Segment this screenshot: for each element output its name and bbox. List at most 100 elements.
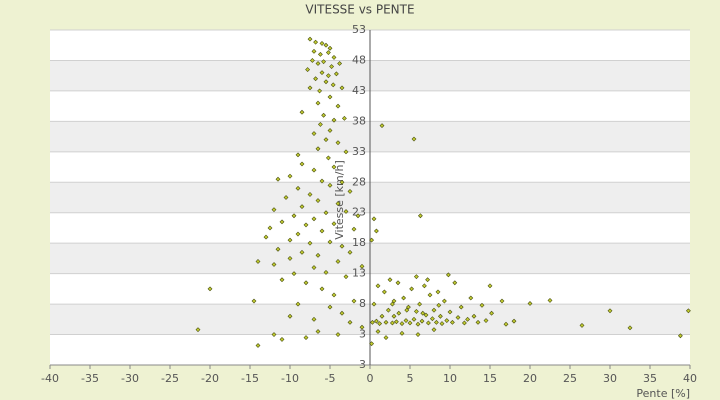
scatter-point (427, 292, 433, 298)
scatter-point (287, 173, 293, 179)
scatter-point (483, 318, 489, 323)
scatter-point (307, 85, 313, 91)
scatter-point (409, 286, 415, 292)
scatter-point (347, 319, 353, 325)
scatter-point (391, 298, 397, 304)
scatter-point (377, 321, 383, 327)
scatter-point (461, 320, 467, 326)
scatter-point (511, 318, 517, 324)
scatter-point (275, 176, 281, 182)
scatter-point (383, 335, 389, 341)
scatter-point (355, 213, 361, 219)
scatter-point (251, 298, 257, 304)
scatter-point (317, 88, 323, 94)
scatter-point (429, 316, 435, 322)
x-tick-label: 30 (603, 372, 617, 385)
scatter-point (295, 301, 301, 307)
scatter-point (437, 313, 443, 319)
x-tick-label: 35 (643, 372, 657, 385)
scatter-point (331, 221, 337, 227)
scatter-point (295, 185, 301, 191)
y-tick-label: 28 (352, 175, 366, 188)
scatter-point (489, 310, 495, 316)
scatter-point (311, 316, 317, 322)
scatter-point (311, 167, 317, 173)
scatter-point (351, 298, 357, 304)
scatter-point (305, 67, 311, 73)
scatter-point (313, 76, 319, 82)
scatter-point (329, 64, 335, 69)
scatter-point (331, 117, 337, 123)
scatter-point (389, 320, 395, 326)
scatter-point (327, 128, 333, 133)
scatter-point (317, 121, 323, 127)
scatter-point (267, 225, 273, 231)
scatter-point (415, 332, 421, 337)
scatter-point (279, 277, 285, 283)
scatter-point (317, 51, 323, 57)
scatter-point (387, 277, 393, 283)
scatter-point (291, 271, 297, 277)
y-tick-label: 33 (352, 145, 366, 158)
x-tick-label: -35 (81, 372, 99, 385)
scatter-point (369, 319, 375, 325)
scatter-point (331, 164, 337, 170)
scatter-point (436, 302, 442, 308)
scatter-point (325, 155, 331, 161)
scatter-point (391, 313, 397, 319)
scatter-point (677, 333, 683, 339)
x-tick-label: -30 (121, 372, 139, 385)
scatter-point (295, 152, 301, 158)
scatter-point (321, 59, 327, 65)
scatter-point (431, 327, 437, 333)
scatter-point (435, 289, 441, 295)
y-tick-label: 13 (352, 267, 366, 280)
scatter-point (441, 298, 447, 304)
scatter-point (335, 103, 341, 109)
scatter-point (323, 210, 329, 216)
scatter-point (419, 318, 425, 324)
scatter-point (271, 207, 277, 213)
scatter-point (455, 315, 461, 320)
scatter-point (311, 48, 317, 54)
scatter-point (315, 146, 321, 152)
scatter-point (421, 283, 427, 289)
scatter-point (327, 94, 333, 100)
y-tick-label: 18 (352, 236, 366, 249)
scatter-point (347, 249, 353, 255)
scatter-point (303, 280, 309, 286)
scatter-point (383, 319, 389, 325)
x-tick-label: 40 (683, 372, 697, 385)
scatter-point (283, 195, 289, 200)
x-tick-label: -5 (325, 372, 336, 385)
scatter-point (499, 298, 505, 304)
scatter-point (471, 313, 477, 319)
scatter-point (420, 310, 426, 316)
scatter-point (475, 319, 481, 325)
y-tick-label: 23 (352, 206, 366, 219)
scatter-point (315, 61, 321, 66)
scatter-point (311, 265, 317, 270)
x-tick-label: -40 (41, 372, 59, 385)
scatter-point (313, 39, 319, 45)
scatter-point (373, 228, 379, 234)
scatter-point (309, 58, 315, 63)
y-axis-label: Vitesse [km/h] (333, 160, 346, 240)
scatter-point (527, 301, 533, 306)
x-tick-label: 15 (483, 372, 497, 385)
scatter-point (425, 277, 431, 283)
scatter-point (271, 262, 277, 267)
scatter-point (327, 182, 333, 188)
scatter-point (431, 307, 437, 313)
scatter-point (547, 298, 553, 303)
scatter-point (319, 286, 325, 292)
scatter-point (479, 302, 485, 308)
x-tick-label: -15 (241, 372, 259, 385)
scatter-point (627, 325, 633, 331)
scatter-point (405, 304, 411, 310)
scatter-point (404, 307, 410, 313)
scatter-point (323, 42, 329, 48)
x-tick-label: -20 (201, 372, 219, 385)
scatter-point (369, 237, 375, 243)
scatter-point (295, 231, 301, 237)
